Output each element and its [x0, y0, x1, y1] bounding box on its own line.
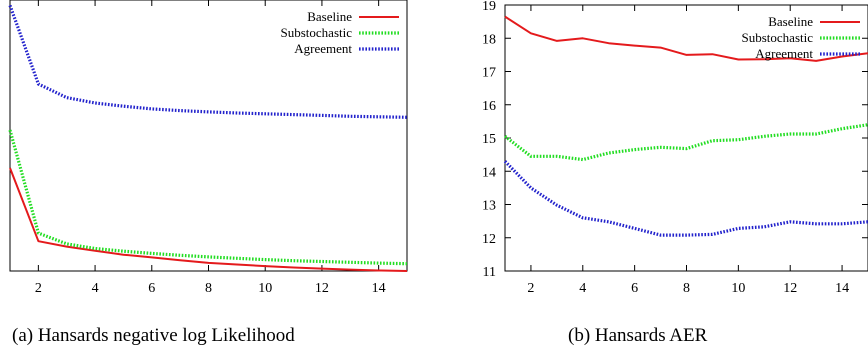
legend-label-substochastic-a: Substochastic	[281, 25, 353, 40]
series-line-substochastic-b	[504, 123, 868, 162]
x-tick-label-a: 10	[258, 281, 272, 296]
y-tick-label-b: 11	[483, 265, 496, 280]
y-tick-label-b: 13	[482, 199, 496, 214]
y-tick-label-b: 14	[482, 165, 496, 180]
y-tick-label-b: 17	[482, 66, 496, 81]
legend-label-baseline-a: Baseline	[307, 9, 352, 24]
plot-frame-b	[504, 4, 868, 272]
y-tick-label-b: 18	[482, 32, 496, 47]
legend-label-substochastic-b: Substochastic	[742, 30, 814, 45]
x-tick-label-b: 4	[579, 281, 586, 296]
series-line-baseline-a	[9, 167, 408, 272]
x-tick-label-a: 14	[372, 281, 386, 296]
x-tick-label-a: 2	[35, 281, 42, 296]
x-tick-label-b: 10	[731, 281, 745, 296]
x-tick-label-b: 12	[783, 281, 797, 296]
legend-label-baseline-b: Baseline	[768, 14, 813, 29]
y-tick-label-b: 16	[482, 99, 496, 114]
x-tick-label-b: 6	[631, 281, 638, 296]
legend-label-agreement-a: Agreement	[294, 41, 352, 56]
series-line-agreement-b	[503, 160, 868, 237]
x-tick-label-b: 14	[835, 281, 849, 296]
y-tick-label-b: 12	[482, 232, 496, 247]
series-line-substochastic-a	[8, 129, 408, 266]
y-tick-label-b: 19	[482, 0, 496, 14]
x-tick-label-b: 2	[527, 281, 534, 296]
legend-label-agreement-b: Agreement	[755, 46, 813, 61]
x-tick-label-b: 8	[683, 281, 690, 296]
x-tick-label-a: 8	[205, 281, 212, 296]
series-line-baseline-b	[504, 15, 868, 62]
x-tick-label-a: 12	[315, 281, 329, 296]
x-tick-label-a: 4	[92, 281, 99, 296]
caption-b: (b) Hansards AER	[568, 325, 708, 346]
caption-a: (a) Hansards negative log Likelihood	[12, 325, 295, 346]
y-tick-label-b: 15	[482, 132, 496, 147]
x-tick-label-a: 6	[148, 281, 155, 296]
